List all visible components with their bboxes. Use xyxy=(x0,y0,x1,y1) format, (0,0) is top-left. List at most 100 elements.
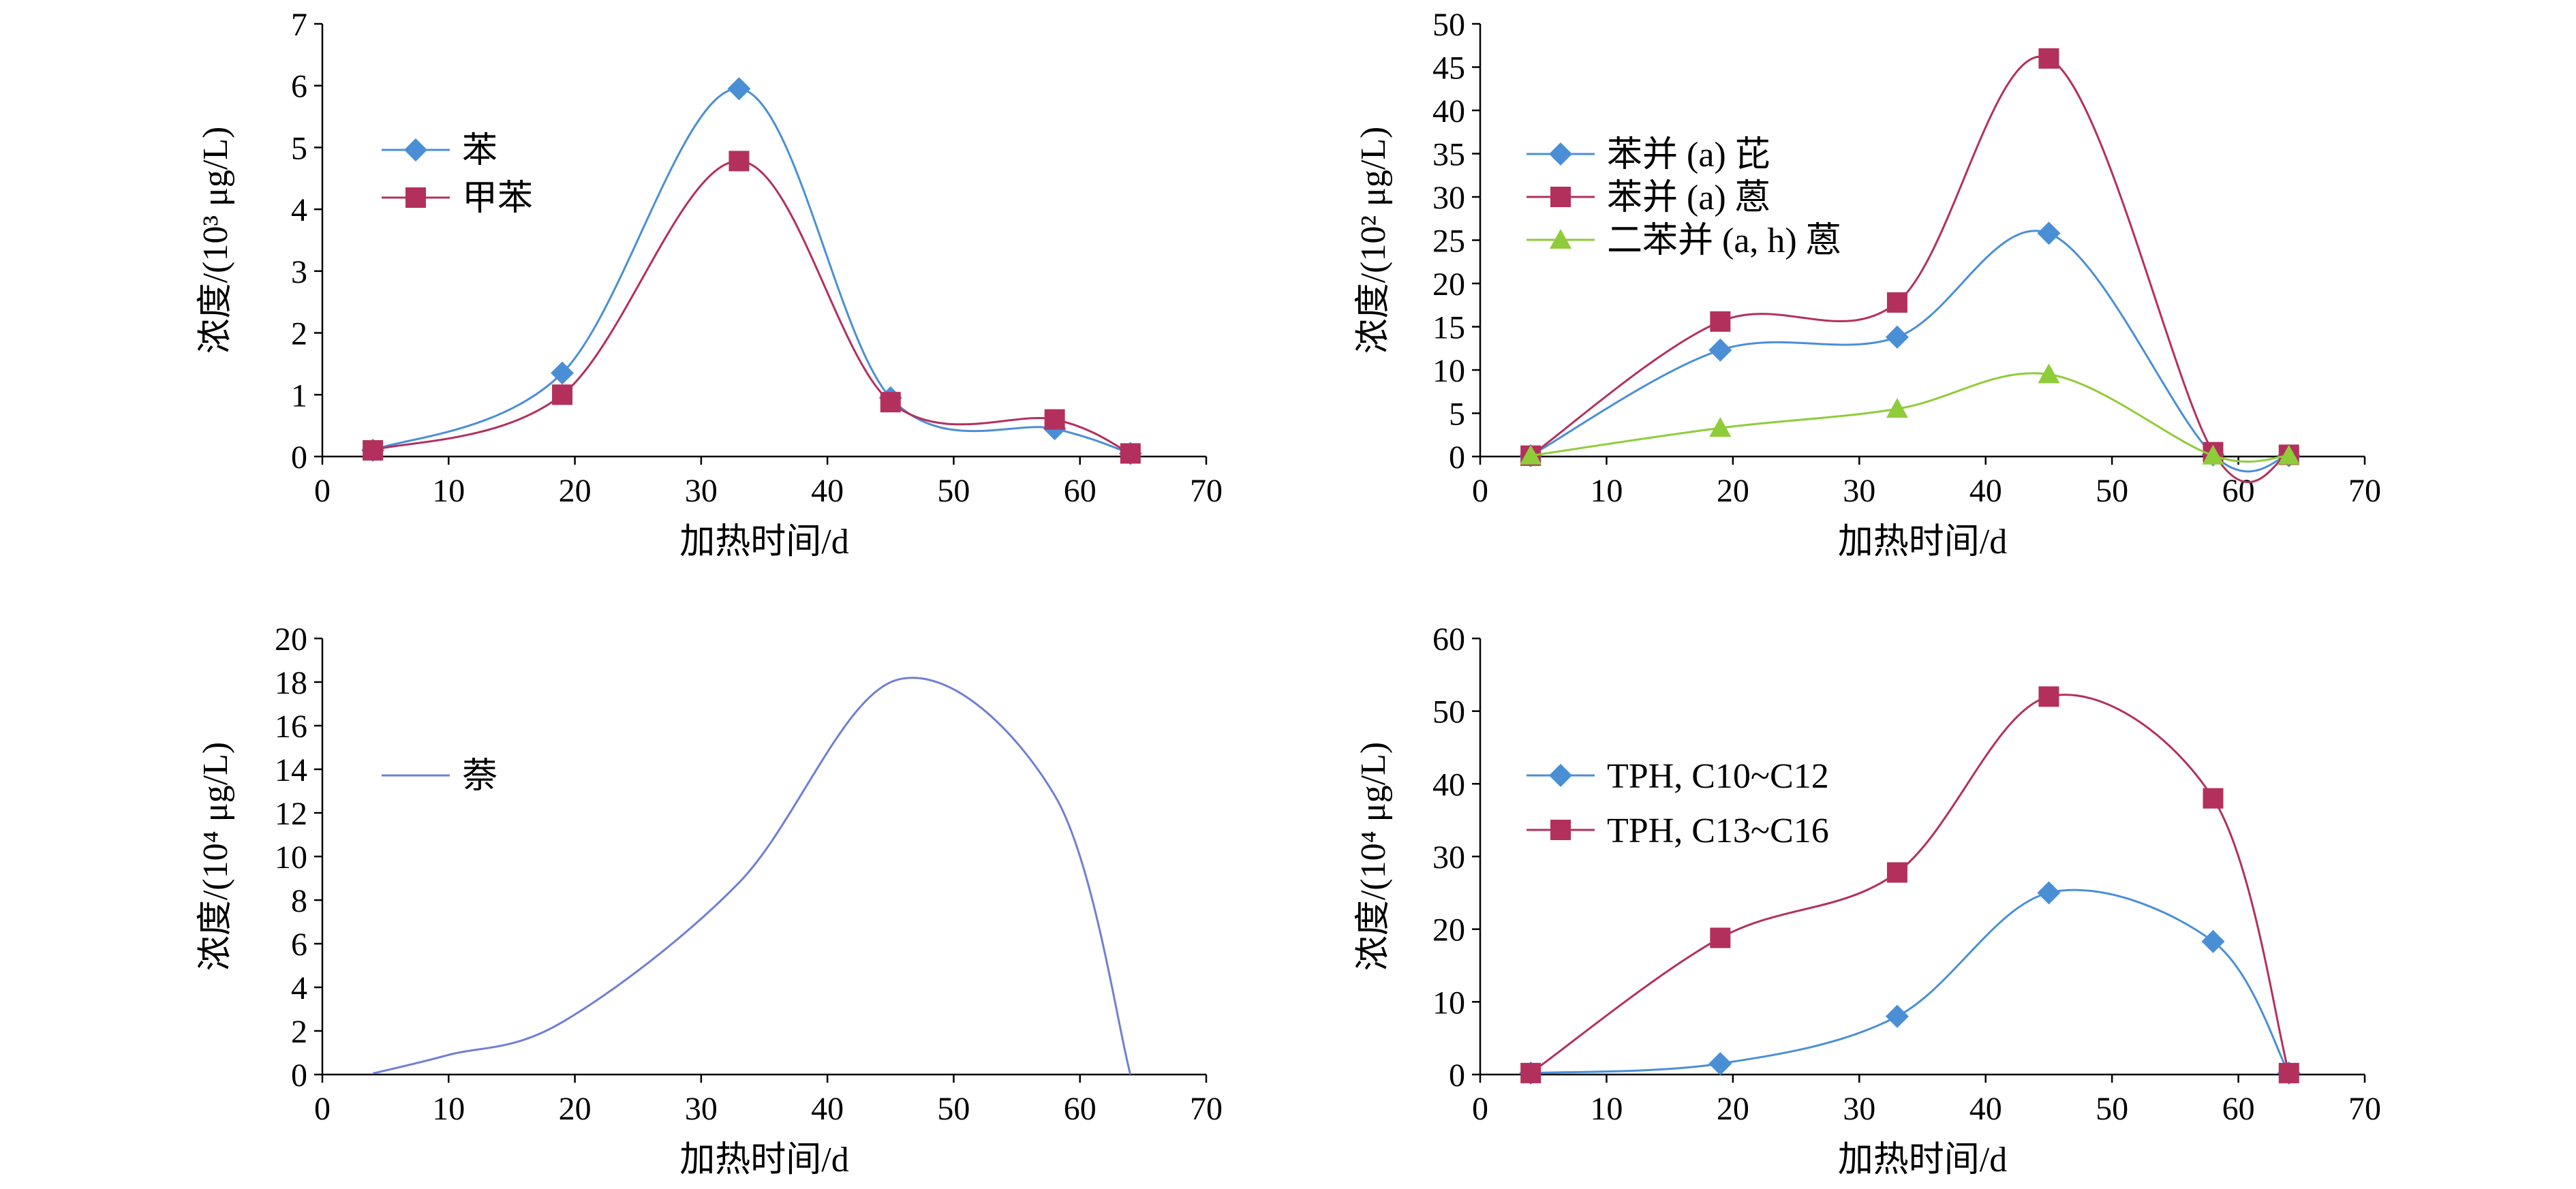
x-axis-label: 加热时间/d xyxy=(679,523,848,561)
data-point xyxy=(551,361,574,385)
data-point xyxy=(552,384,573,405)
series-line xyxy=(372,159,1131,454)
data-point xyxy=(727,77,751,101)
x-tick-label: 0 xyxy=(1472,1091,1488,1127)
y-tick-label: 4 xyxy=(291,970,307,1006)
y-tick-label: 10 xyxy=(1432,985,1465,1021)
y-tick-label: 5 xyxy=(1449,397,1465,433)
data-point xyxy=(1885,1004,1909,1028)
series-line xyxy=(1530,694,2290,1075)
series-2 xyxy=(1520,686,2299,1083)
y-tick-label: 2 xyxy=(291,1014,307,1050)
x-tick-label: 30 xyxy=(685,473,718,509)
x-tick-label: 40 xyxy=(1969,473,2002,509)
x-tick-label: 10 xyxy=(432,473,465,509)
y-tick-label: 30 xyxy=(1432,180,1465,216)
chart-panel-3: 0 2 4 6 8 10 12 14 16 18 20 0 10 20 30 40 50 60 70 加热时间/d 浓度… xyxy=(196,621,1223,1179)
legend-item: 苯并 (a) 芘 xyxy=(1527,136,1770,174)
y-tick-label: 4 xyxy=(291,192,307,228)
x-tick-label: 20 xyxy=(559,1091,592,1127)
data-point xyxy=(1708,338,1732,362)
legend-item: 苯并 (a) 蒽 xyxy=(1527,179,1770,217)
y-tick-label: 50 xyxy=(1432,7,1465,43)
x-tick-label: 60 xyxy=(1064,1091,1097,1127)
y-tick-label: 10 xyxy=(1432,353,1465,389)
legend-label: TPH, C10~C12 xyxy=(1607,757,1829,796)
y-tick-label: 2 xyxy=(291,316,307,352)
legend-label: 苯 xyxy=(462,132,497,170)
y-tick-label: 18 xyxy=(275,665,307,701)
data-point xyxy=(1885,325,1909,349)
x-tick-label: 0 xyxy=(314,1091,331,1127)
x-tick-label: 60 xyxy=(1064,473,1097,509)
series-line xyxy=(372,87,1131,454)
y-tick-label: 20 xyxy=(1432,912,1465,948)
y-tick-label: 14 xyxy=(275,752,307,788)
y-tick-label: 5 xyxy=(291,130,307,166)
x-tick-label: 40 xyxy=(811,473,844,509)
x-tick-label: 20 xyxy=(1717,1091,1749,1127)
series-line xyxy=(1530,230,2289,473)
legend-label: 萘 xyxy=(462,757,497,796)
data-point xyxy=(2278,1062,2299,1083)
y-tick-label: 20 xyxy=(275,621,307,658)
y-tick-label: 45 xyxy=(1432,50,1465,87)
x-tick-label: 70 xyxy=(1190,1091,1223,1127)
data-point xyxy=(1886,398,1908,418)
y-tick-label: 8 xyxy=(291,883,307,919)
x-tick-label: 10 xyxy=(1590,1091,1623,1127)
data-point xyxy=(1708,1052,1732,1075)
y-tick-label: 0 xyxy=(1449,439,1465,476)
series-line xyxy=(1530,55,2290,483)
x-tick-label: 20 xyxy=(1717,473,1749,509)
data-point xyxy=(1710,311,1731,332)
data-point xyxy=(2202,444,2224,465)
series-line xyxy=(372,677,1132,1075)
y-tick-label: 12 xyxy=(275,796,307,832)
data-point xyxy=(1120,443,1141,464)
y-tick-label: 0 xyxy=(291,1057,307,1094)
series-2 xyxy=(363,151,1141,464)
legend-swatch-marker xyxy=(1549,764,1572,787)
series-1 xyxy=(1519,881,2301,1085)
x-tick-label: 10 xyxy=(432,1091,465,1127)
x-tick-label: 60 xyxy=(2222,1091,2255,1127)
series-3 xyxy=(1520,363,2300,465)
x-tick-label: 0 xyxy=(1472,473,1488,509)
y-tick-label: 40 xyxy=(1432,93,1465,129)
legend-item: 萘 xyxy=(382,757,497,796)
chart-panel-2: 0 5 10 15 20 25 30 35 40 45 50 0 10 20 30 40 50 60 70 加热时间/… xyxy=(1354,7,2381,561)
x-tick-label: 30 xyxy=(1843,473,1875,509)
y-axis-label: 浓度/(10³ μg/L) xyxy=(196,127,235,354)
y-tick-label: 6 xyxy=(291,69,307,105)
data-point xyxy=(1520,1062,1542,1083)
legend-swatch-marker xyxy=(1550,187,1571,207)
x-axis-label: 加热时间/d xyxy=(679,1141,848,1179)
data-point xyxy=(1886,862,1907,883)
y-tick-label: 16 xyxy=(275,709,307,745)
chart-panel-4: 0 10 20 30 40 50 60 0 10 20 30 40 50 60 70 加热时间/d 浓度/(10… xyxy=(1354,621,2381,1179)
x-tick-label: 30 xyxy=(685,1091,718,1127)
y-axis-label: 浓度/(10⁴ μg/L) xyxy=(1354,742,1393,971)
legend-swatch-marker xyxy=(405,187,426,208)
x-tick-label: 40 xyxy=(1969,1091,2002,1127)
x-tick-label: 10 xyxy=(1590,473,1623,509)
x-tick-label: 30 xyxy=(1843,1091,1875,1127)
legend-item: 苯 xyxy=(382,132,497,170)
data-point xyxy=(2038,363,2060,384)
data-point xyxy=(363,439,384,461)
legend-item: 二苯并 (a, h) 蒽 xyxy=(1527,221,1841,260)
legend-label: 苯并 (a) 蒽 xyxy=(1607,179,1770,217)
x-tick-label: 50 xyxy=(2096,1091,2128,1127)
data-point xyxy=(880,392,901,413)
y-tick-label: 35 xyxy=(1432,137,1465,173)
y-axis-label: 浓度/(10⁴ μg/L) xyxy=(196,742,235,971)
legend-label: 甲苯 xyxy=(462,179,533,218)
y-tick-label: 40 xyxy=(1432,767,1465,803)
data-point xyxy=(1520,444,1542,465)
legend-label: 苯并 (a) 芘 xyxy=(1607,136,1770,174)
y-tick-label: 10 xyxy=(275,839,307,876)
x-tick-label: 40 xyxy=(811,1091,844,1127)
legend-swatch-marker xyxy=(1550,229,1571,249)
